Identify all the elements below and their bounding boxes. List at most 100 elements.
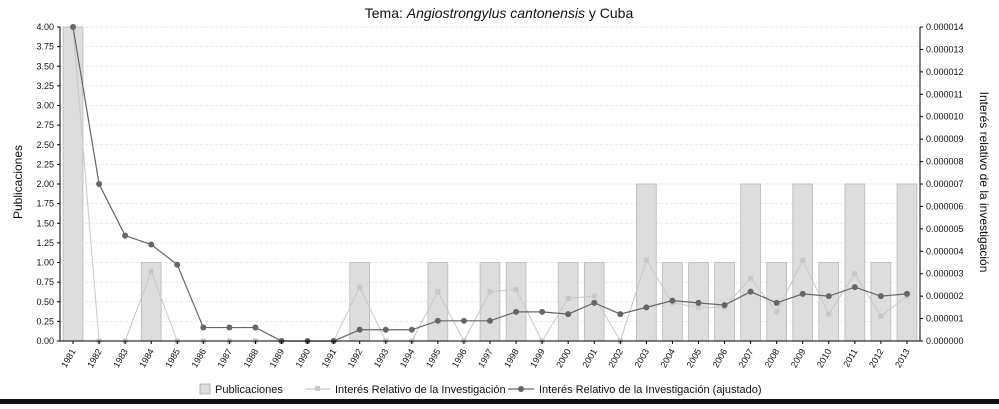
point-interes-ajustado-1999 — [539, 308, 546, 315]
y-tick-label: 0.00 — [36, 336, 54, 346]
point-interes-2007 — [748, 275, 754, 281]
legend-swatch-publicaciones — [199, 383, 211, 395]
point-interes-ajustado-2004 — [669, 297, 676, 304]
point-interes-1995 — [435, 289, 441, 295]
legend: Publicaciones Interés Relativo de la Inv… — [199, 383, 762, 396]
point-interes-2003 — [643, 257, 649, 263]
bar-1984 — [140, 262, 162, 342]
bar-1995 — [427, 262, 449, 342]
point-interes-ajustado-1995 — [434, 317, 441, 324]
y-tick-label: 3.75 — [36, 42, 54, 52]
y-tick-label: 1.75 — [36, 199, 54, 209]
point-interes-ajustado-1985 — [174, 261, 181, 268]
axes — [57, 26, 923, 344]
y2-tick-label: 0.000002 — [926, 291, 964, 301]
y2-tick-label: 0.000007 — [926, 179, 964, 189]
point-interes-2012 — [878, 313, 884, 319]
point-interes-1992 — [357, 284, 363, 290]
y-tick-label: 3.00 — [36, 101, 54, 111]
y-tick-label: 3.50 — [36, 61, 54, 71]
y-tick-label: 2.75 — [36, 120, 54, 130]
point-interes-ajustado-2003 — [643, 304, 650, 311]
chart-title: Tema: Angiostrongylus cantonensis y Cuba — [365, 5, 634, 21]
bar-2011 — [844, 183, 866, 342]
point-interes-ajustado-1982 — [96, 181, 103, 187]
y2-tick-label: 0.000010 — [926, 112, 964, 122]
y-tick-label: 0.25 — [36, 316, 54, 326]
bar-2007 — [740, 183, 761, 342]
y2-tick-label: 0.000004 — [926, 246, 964, 256]
point-interes-ajustado-2012 — [877, 293, 884, 300]
y2-tick-label: 0.000000 — [926, 336, 964, 346]
y-tick-label: 2.25 — [36, 159, 54, 169]
legend-label-interes-ajustado: Interés Relativo de la Investigación (aj… — [539, 384, 762, 396]
point-interes-2011 — [852, 271, 858, 277]
point-interes-ajustado-1984 — [148, 241, 155, 248]
bar-2013 — [896, 183, 918, 342]
point-interes-2010 — [826, 311, 832, 317]
point-interes-1984 — [148, 268, 154, 274]
point-interes-ajustado-1986 — [200, 324, 207, 331]
point-interes-ajustado-1993 — [382, 326, 389, 333]
point-interes-ajustado-1983 — [122, 232, 129, 239]
bar-2010 — [818, 262, 840, 342]
point-interes-1997 — [487, 289, 493, 295]
title-italic: Angiostrongylus cantonensis — [406, 5, 585, 21]
point-interes-ajustado-2010 — [825, 293, 832, 300]
y-axis-title: Publicaciones — [11, 145, 25, 219]
point-interes-ajustado-1997 — [487, 317, 493, 324]
y2-tick-label: 0.000012 — [926, 67, 964, 77]
point-interes-ajustado-2009 — [799, 290, 806, 297]
y-tick-label: 0.50 — [36, 297, 54, 307]
y-tick-label: 1.50 — [36, 218, 54, 228]
title-suffix: y Cuba — [585, 5, 633, 21]
bar-2000 — [557, 262, 579, 342]
bar-series — [62, 26, 918, 342]
y2-tick-label: 0.000011 — [926, 89, 963, 99]
y2-tick-label: 0.000008 — [926, 157, 964, 167]
point-interes-ajustado-2011 — [851, 284, 858, 291]
point-interes-ajustado-1981 — [70, 24, 77, 30]
point-interes-ajustado-2008 — [773, 299, 780, 306]
title-prefix: Tema: — [365, 5, 407, 21]
point-interes-ajustado-2000 — [565, 311, 572, 318]
bottom-border — [0, 399, 999, 404]
point-interes-ajustado-1987 — [226, 324, 233, 331]
y2-axis-title: Interés relativo de la investigación — [977, 92, 991, 273]
bar-1997 — [479, 262, 501, 342]
point-interes-ajustado-2007 — [747, 288, 754, 295]
y2-tick-labels: 0.000000 0.000001 0.000002 0.000003 0.000004… — [926, 22, 964, 346]
y-tick-label: 2.50 — [36, 140, 54, 150]
y2-tick-label: 0.000001 — [926, 314, 964, 324]
y2-tick-label: 0.000003 — [926, 269, 964, 279]
point-interes-ajustado-1988 — [252, 324, 259, 331]
point-interes-ajustado-1998 — [513, 308, 520, 315]
point-interes-ajustado-2006 — [721, 302, 728, 309]
y2-tick-label: 0.000005 — [926, 224, 964, 234]
legend-marker-interes-ajustado — [518, 386, 524, 392]
point-interes-2008 — [774, 309, 780, 315]
point-interes-ajustado-1992 — [356, 326, 363, 333]
point-interes-ajustado-2001 — [591, 299, 598, 306]
legend-label-interes: Interés Relativo de la Investigación — [335, 384, 506, 396]
y2-tick-label: 0.000013 — [926, 44, 964, 54]
point-interes-ajustado-2002 — [617, 311, 624, 318]
y-tick-label: 4.00 — [36, 22, 54, 32]
point-interes-ajustado-2013 — [903, 290, 910, 297]
y2-tick-label: 0.000014 — [926, 22, 964, 32]
point-interes-ajustado-1996 — [460, 317, 467, 324]
point-interes-ajustado-1994 — [408, 326, 415, 333]
y-tick-label: 1.25 — [36, 238, 54, 248]
bar-2012 — [870, 262, 892, 342]
bar-1998 — [505, 262, 527, 342]
point-interes-2000 — [565, 295, 571, 301]
legend-marker-interes — [315, 386, 320, 391]
y-tick-labels: 0.00 0.25 0.50 0.75 1.00 1.25 1.50 1.75 2.00 2.25… — [36, 22, 54, 346]
y2-tick-label: 0.000009 — [926, 134, 964, 144]
bar-1981 — [62, 26, 84, 342]
point-interes-1998 — [513, 286, 519, 292]
y-tick-label: 3.25 — [36, 81, 54, 91]
y-tick-label: 1.00 — [36, 258, 54, 268]
